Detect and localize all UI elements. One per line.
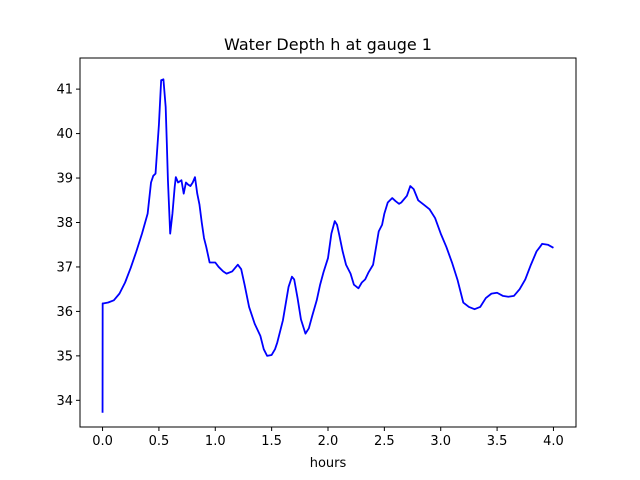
y-tick-label: 40: [56, 127, 73, 142]
x-tick-label: 1.0: [205, 434, 226, 449]
x-tick-label: 3.5: [487, 434, 508, 449]
x-axis-label: hours: [310, 456, 347, 471]
y-tick-label: 38: [56, 216, 73, 231]
x-tick-label: 4.0: [543, 434, 564, 449]
chart-title: Water Depth h at gauge 1: [224, 35, 432, 54]
y-tick-label: 37: [56, 260, 73, 275]
x-axis: 0.0 0.5 1.0 1.5 2.0 2.5 3.0 3.5 4.0: [92, 427, 564, 449]
x-tick-label: 0.0: [92, 434, 113, 449]
y-tick-label: 41: [56, 83, 73, 98]
series-line: [101, 78, 554, 413]
x-tick-label: 2.5: [374, 434, 395, 449]
plot-frame: [79, 57, 577, 428]
y-axis: 34 35 36 37 38 39 40 41: [56, 83, 80, 409]
x-tick-label: 1.5: [261, 434, 282, 449]
y-tick-label: 36: [56, 305, 73, 320]
x-tick-label: 0.5: [149, 434, 170, 449]
x-tick-label: 2.0: [318, 434, 339, 449]
x-tick-label: 3.0: [430, 434, 451, 449]
y-tick-label: 34: [56, 394, 73, 409]
plot-area: [101, 78, 554, 413]
y-tick-label: 39: [56, 172, 73, 187]
y-tick-label: 35: [56, 349, 73, 364]
